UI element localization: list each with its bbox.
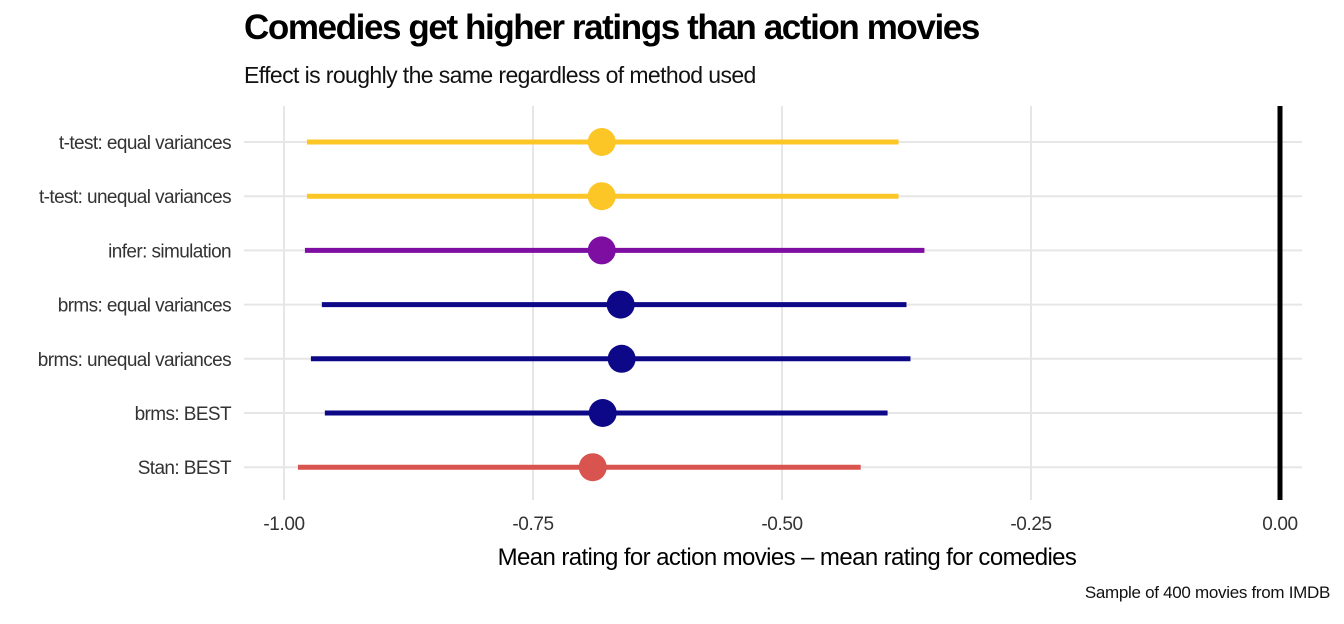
chart-subtitle: Effect is roughly the same regardless of… — [244, 62, 756, 88]
y-tick-label: brms: equal variances — [58, 296, 231, 317]
estimate-point — [578, 453, 607, 482]
y-tick-label: infer: simulation — [108, 241, 231, 262]
x-tick-label: -0.25 — [1010, 514, 1051, 535]
y-tick-label: brms: unequal variances — [38, 350, 231, 371]
y-tick-label: brms: BEST — [135, 404, 232, 425]
y-tick-label: t-test: unequal variances — [39, 187, 231, 208]
estimate-point — [587, 236, 616, 265]
chart-title: Comedies get higher ratings than action … — [244, 8, 980, 47]
x-tick-label: -1.00 — [263, 514, 304, 535]
x-tick-label: -0.50 — [761, 514, 802, 535]
y-tick-label: Stan: BEST — [138, 458, 232, 479]
y-tick-labels: t-test: equal variances t-test: unequal v… — [38, 133, 233, 479]
chart-caption: Sample of 400 movies from IMDB — [1084, 583, 1330, 602]
estimate-point — [587, 182, 616, 211]
x-tick-label: 0.00 — [1262, 514, 1297, 535]
x-tick-label: -0.75 — [512, 514, 553, 535]
x-tick-labels: -1.00 -0.75 -0.50 -0.25 0.00 — [263, 514, 1298, 535]
estimate-point — [587, 128, 616, 156]
x-axis-title: Mean rating for action movies – mean rat… — [498, 544, 1077, 571]
estimate-point — [588, 399, 617, 427]
point-layer — [578, 128, 636, 482]
estimate-point — [606, 290, 635, 319]
estimate-point — [607, 344, 636, 373]
y-tick-label: t-test: equal variances — [59, 133, 231, 154]
